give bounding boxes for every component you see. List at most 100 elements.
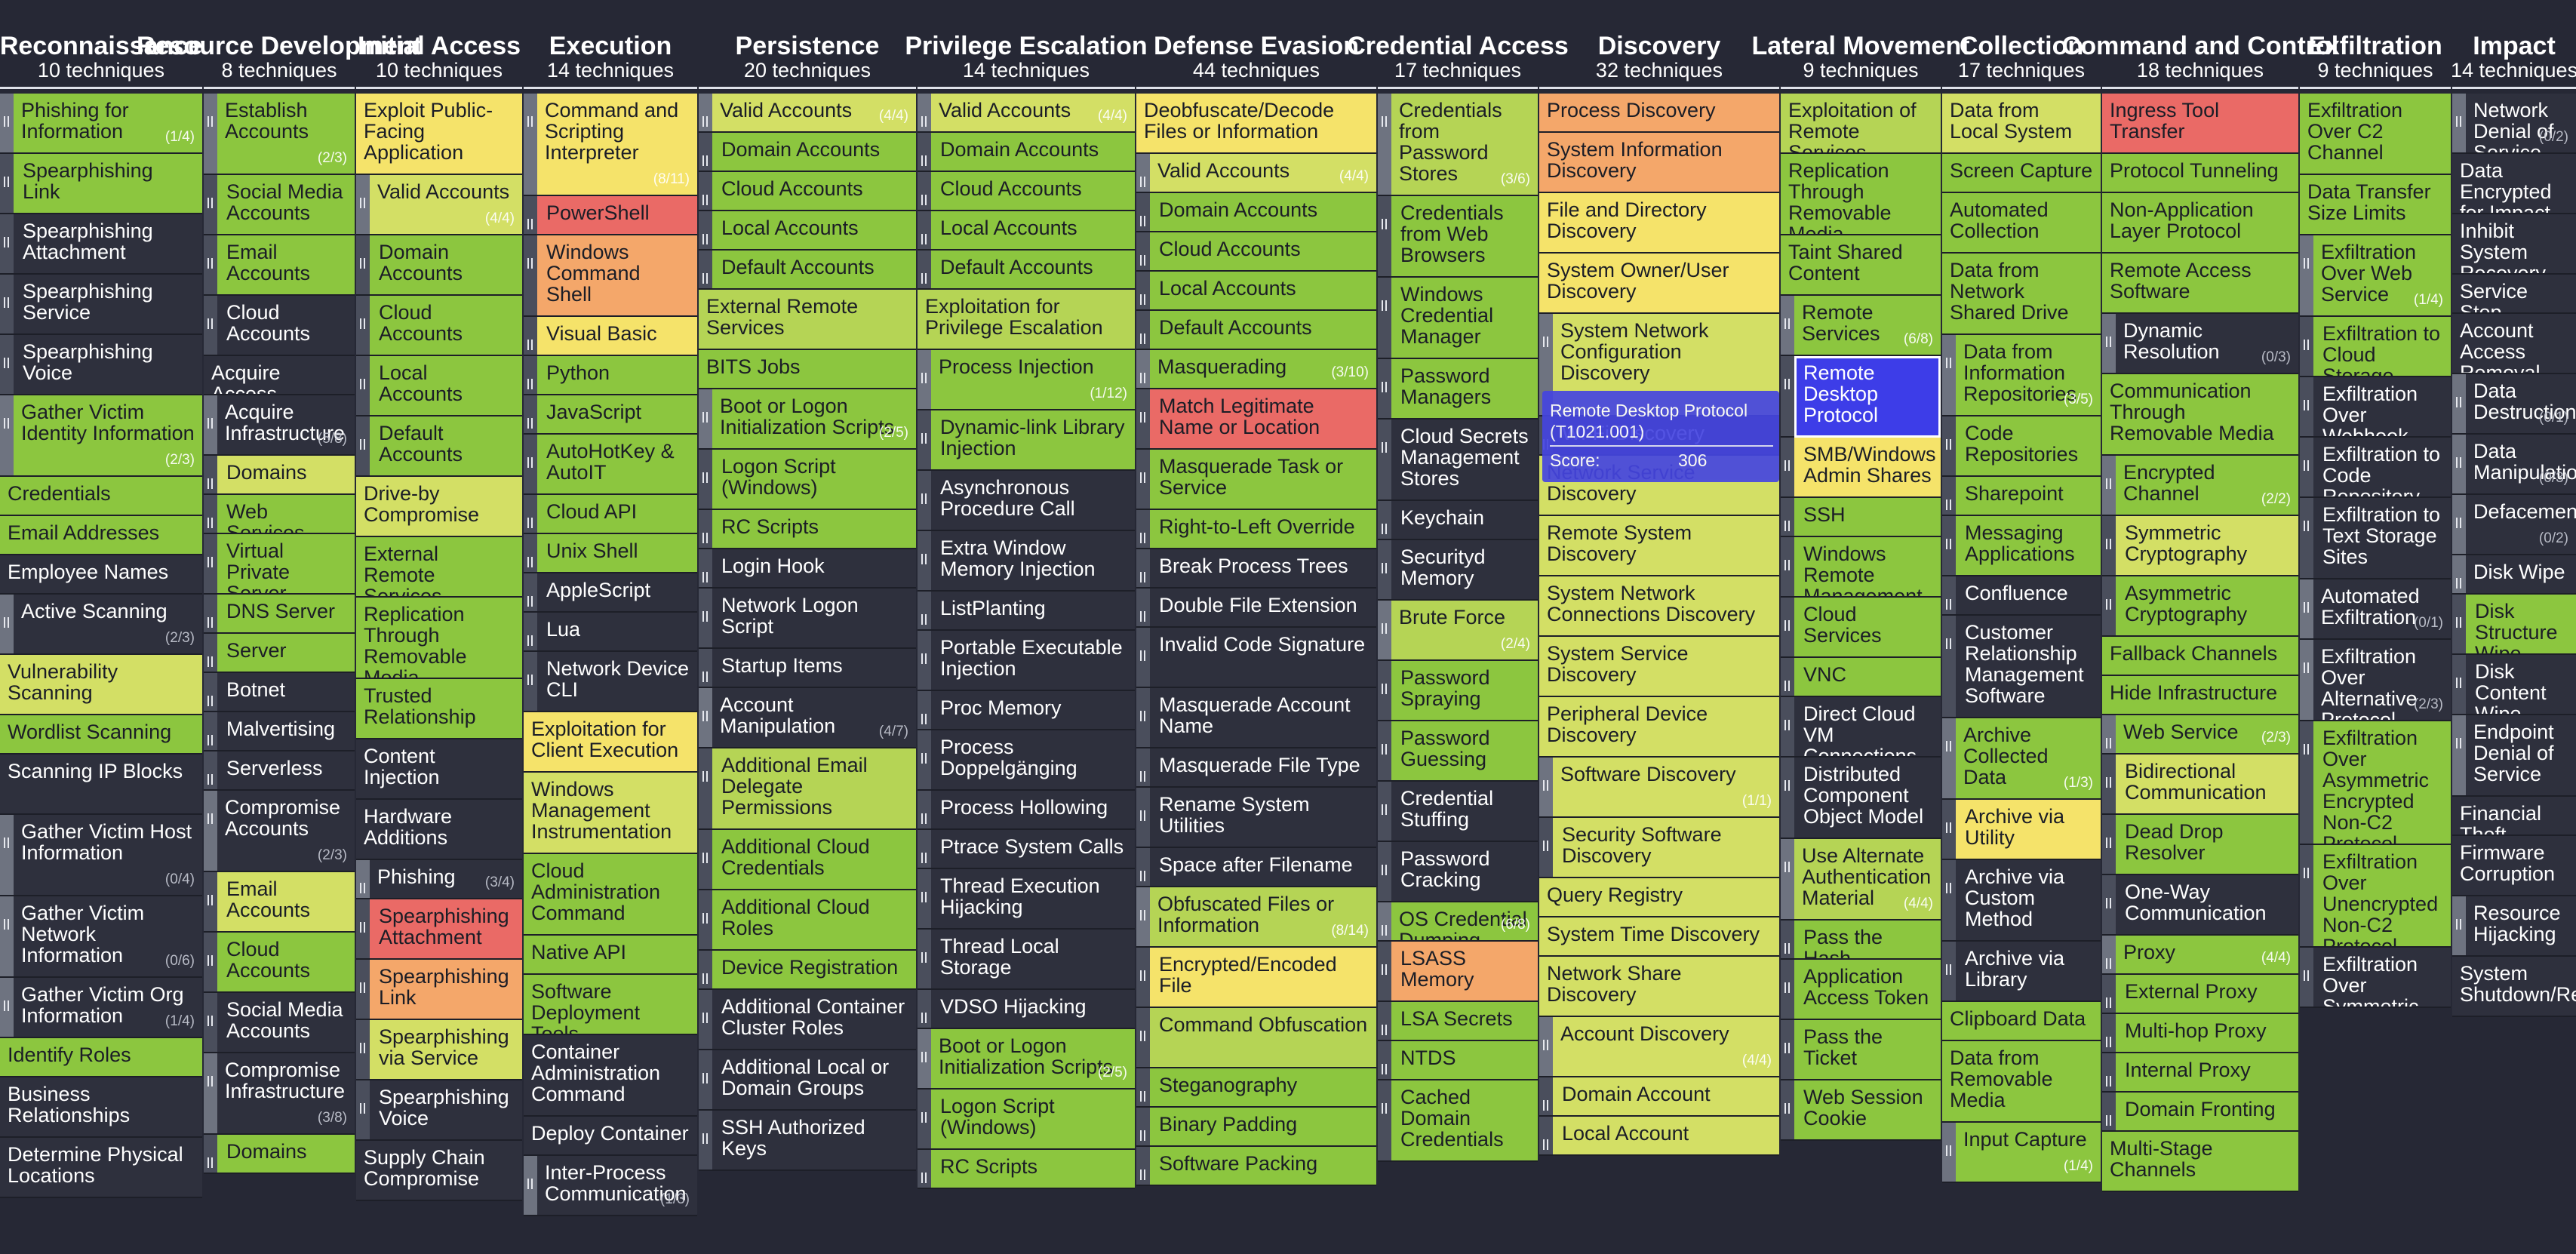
subtechnique-expand-handle[interactable] bbox=[1136, 887, 1150, 948]
technique-cell-drive-by-compromise[interactable]: Drive-by Compromise bbox=[356, 477, 522, 537]
subtechnique-cell-domains[interactable]: Domains bbox=[217, 1135, 355, 1174]
technique-cell-data-from-removable-media[interactable]: Data from Removable Media bbox=[1942, 1041, 2101, 1123]
technique-cell-fallback-channels[interactable]: Fallback Channels bbox=[2102, 637, 2298, 676]
subtechnique-expand-handle[interactable] bbox=[1136, 350, 1150, 389]
technique-cell-defacement[interactable]: Defacement (0/2) bbox=[2466, 495, 2576, 555]
subtechnique-cell-email-accounts[interactable]: Email Accounts bbox=[217, 235, 355, 296]
subtechnique-cell-exfiltration-over-symmetric-encrypted-non-c2-protocol[interactable]: Exfiltration Over Symmetric Encrypted No… bbox=[2313, 948, 2451, 1008]
subtechnique-cell-local-accounts[interactable]: Local Accounts bbox=[1150, 272, 1376, 311]
subtechnique-cell-confluence[interactable]: Confluence bbox=[1956, 576, 2101, 616]
subtechnique-cell-ntds[interactable]: NTDS bbox=[1391, 1041, 1538, 1080]
subtechnique-expand-handle[interactable] bbox=[0, 978, 14, 1038]
subtechnique-cell-pass-the-hash[interactable]: Pass the Hash bbox=[1794, 921, 1941, 960]
subtechnique-expand-handle[interactable] bbox=[699, 389, 712, 450]
subtechnique-cell-ptrace-system-calls[interactable]: Ptrace System Calls bbox=[931, 830, 1135, 869]
subtechnique-cell-cloud-accounts[interactable]: Cloud Accounts bbox=[217, 933, 355, 993]
technique-cell-determine-physical-locations[interactable]: Determine Physical Locations bbox=[0, 1138, 202, 1198]
technique-cell-exploitation-for-client-execution[interactable]: Exploitation for Client Execution bbox=[524, 712, 697, 773]
subtechnique-cell-exfiltration-to-cloud-storage[interactable]: Exfiltration to Cloud Storage bbox=[2313, 317, 2451, 377]
subtechnique-cell-asymmetric-cryptography[interactable]: Asymmetric Cryptography bbox=[2116, 576, 2298, 637]
subtechnique-cell-spearphishing-link[interactable]: Spearphishing Link bbox=[14, 154, 202, 214]
technique-cell-exfiltration-over-c2-channel[interactable]: Exfiltration Over C2 Channel bbox=[2300, 94, 2451, 175]
subtechnique-cell-applescript[interactable]: AppleScript bbox=[537, 573, 697, 613]
subtechnique-cell-ssh[interactable]: SSH bbox=[1794, 498, 1941, 537]
subtechnique-cell-social-media-accounts[interactable]: Social Media Accounts bbox=[217, 175, 355, 235]
subtechnique-cell-cloud-accounts[interactable]: Cloud Accounts bbox=[217, 296, 355, 356]
subtechnique-cell-lua[interactable]: Lua bbox=[537, 613, 697, 652]
subtechnique-expand-handle[interactable] bbox=[1942, 335, 1956, 416]
technique-cell-valid-accounts[interactable]: Valid Accounts (4/4) bbox=[370, 175, 522, 235]
subtechnique-cell-application-access-token[interactable]: Application Access Token bbox=[1794, 960, 1941, 1020]
subtechnique-cell-additional-cloud-roles[interactable]: Additional Cloud Roles bbox=[712, 890, 916, 951]
subtechnique-expand-handle[interactable] bbox=[2452, 715, 2466, 797]
technique-cell-data-manipulation[interactable]: Data Manipulation(0/3) bbox=[2466, 435, 2576, 495]
subtechnique-expand-handle[interactable] bbox=[2102, 936, 2116, 975]
technique-cell-employee-names[interactable]: Employee Names bbox=[0, 555, 202, 595]
technique-cell-taint-shared-content[interactable]: Taint Shared Content bbox=[1781, 235, 1941, 296]
subtechnique-cell-remote-desktop-protocol[interactable]: Remote Desktop Protocol bbox=[1794, 356, 1941, 438]
technique-cell-software-deployment-tools[interactable]: Software Deployment Tools bbox=[524, 975, 697, 1035]
technique-cell-bits-jobs[interactable]: BITS Jobs bbox=[699, 350, 916, 389]
subtechnique-expand-handle[interactable] bbox=[0, 595, 14, 655]
subtechnique-cell-match-legitimate-name-or-location[interactable]: Match Legitimate Name or Location bbox=[1150, 389, 1376, 450]
technique-cell-remote-services[interactable]: Remote Services (6/8) bbox=[1794, 296, 1941, 356]
subtechnique-expand-handle[interactable] bbox=[204, 791, 217, 872]
tactic-header[interactable]: Discovery 32 techniques bbox=[1539, 0, 1779, 89]
tactic-header[interactable]: Resource Development 8 techniques bbox=[137, 0, 422, 89]
subtechnique-cell-social-media-accounts[interactable]: Social Media Accounts bbox=[217, 993, 355, 1053]
subtechnique-cell-masquerade-account-name[interactable]: Masquerade Account Name bbox=[1150, 688, 1376, 748]
subtechnique-expand-handle[interactable] bbox=[918, 350, 931, 410]
technique-cell-account-manipulation[interactable]: Account Manipulation (4/7) bbox=[712, 688, 916, 748]
technique-cell-valid-accounts[interactable]: Valid Accounts (4/4) bbox=[712, 94, 916, 133]
subtechnique-cell-additional-email-delegate-permissions[interactable]: Additional Email Delegate Permissions bbox=[712, 748, 916, 830]
subtechnique-cell-spearphishing-attachment[interactable]: Spearphishing Attachment bbox=[14, 214, 202, 275]
technique-cell-inter-process-communication[interactable]: Inter-Process Communication (1/3) bbox=[537, 1156, 697, 1216]
technique-cell-data-destruction[interactable]: Data Destruction (0/1) bbox=[2466, 374, 2576, 435]
subtechnique-cell-password-managers[interactable]: Password Managers bbox=[1391, 359, 1538, 420]
technique-cell-software-discovery[interactable]: Software Discovery (1/1) bbox=[1553, 758, 1779, 818]
technique-cell-system-owner-user-discovery[interactable]: System Owner/User Discovery bbox=[1539, 254, 1779, 314]
subtechnique-expand-handle[interactable] bbox=[1539, 758, 1553, 818]
technique-cell-automated-collection[interactable]: Automated Collection bbox=[1942, 193, 2101, 254]
subtechnique-expand-handle[interactable] bbox=[0, 94, 14, 154]
subtechnique-cell-password-guessing[interactable]: Password Guessing bbox=[1391, 721, 1538, 782]
subtechnique-expand-handle[interactable] bbox=[699, 94, 712, 133]
technique-cell-scanning-ip-blocks[interactable]: Scanning IP Blocks bbox=[0, 755, 202, 815]
subtechnique-cell-domains[interactable]: Domains bbox=[217, 456, 355, 495]
subtechnique-expand-handle[interactable] bbox=[699, 688, 712, 748]
subtechnique-cell-space-after-filename[interactable]: Space after Filename bbox=[1150, 848, 1376, 887]
technique-cell-native-api[interactable]: Native API bbox=[524, 936, 697, 975]
technique-cell-hide-infrastructure[interactable]: Hide Infrastructure bbox=[2102, 676, 2298, 715]
subtechnique-expand-handle[interactable] bbox=[2300, 235, 2313, 317]
technique-cell-valid-accounts[interactable]: Valid Accounts (4/4) bbox=[1150, 154, 1376, 193]
technique-cell-boot-or-logon-initialization-scripts[interactable]: Boot or Logon Initialization Scripts (2/5… bbox=[931, 1029, 1135, 1090]
subtechnique-cell-virtual-private-server[interactable]: Virtual Private Server bbox=[217, 534, 355, 595]
technique-cell-query-registry[interactable]: Query Registry bbox=[1539, 878, 1779, 917]
subtechnique-cell-password-cracking[interactable]: Password Cracking bbox=[1391, 842, 1538, 902]
technique-cell-establish-accounts[interactable]: Establish Accounts (2/3) bbox=[217, 94, 355, 175]
technique-cell-exfiltration-over-web-service[interactable]: Exfiltration Over Web Service (1/4) bbox=[2313, 235, 2451, 317]
technique-cell-firmware-corruption[interactable]: Firmware Corruption bbox=[2452, 836, 2576, 896]
technique-cell-deobfuscate-decode-files-or-information[interactable]: Deobfuscate/Decode Files or Information bbox=[1136, 94, 1376, 154]
technique-cell-external-remote-services[interactable]: External Remote Services bbox=[356, 537, 522, 598]
subtechnique-expand-handle[interactable] bbox=[0, 395, 14, 477]
subtechnique-cell-logon-script-windows[interactable]: Logon Script (Windows) bbox=[931, 1090, 1135, 1150]
subtechnique-expand-handle[interactable] bbox=[2452, 374, 2466, 435]
technique-cell-remote-access-software[interactable]: Remote Access Software bbox=[2102, 254, 2298, 314]
tactic-header[interactable]: Initial Access 10 techniques bbox=[356, 0, 522, 89]
subtechnique-expand-handle[interactable] bbox=[204, 94, 217, 175]
technique-cell-phishing[interactable]: Phishing (3/4) bbox=[370, 860, 522, 899]
subtechnique-cell-steganography[interactable]: Steganography bbox=[1150, 1068, 1376, 1108]
tactic-header[interactable]: Collection 17 techniques bbox=[1942, 0, 2101, 89]
technique-cell-acquire-access[interactable]: Acquire Access bbox=[204, 356, 355, 395]
tactic-header[interactable]: Lateral Movement 9 techniques bbox=[1751, 0, 1970, 89]
subtechnique-expand-handle[interactable] bbox=[2452, 94, 2466, 154]
subtechnique-cell-cloud-accounts[interactable]: Cloud Accounts bbox=[370, 296, 522, 356]
technique-cell-system-information-discovery[interactable]: System Information Discovery bbox=[1539, 133, 1779, 193]
subtechnique-cell-right-to-left-override[interactable]: Right-to-Left Override bbox=[1150, 510, 1376, 549]
subtechnique-expand-handle[interactable] bbox=[2300, 640, 2313, 721]
subtechnique-cell-cloud-services[interactable]: Cloud Services bbox=[1794, 598, 1941, 658]
subtechnique-cell-web-session-cookie[interactable]: Web Session Cookie bbox=[1794, 1080, 1941, 1141]
technique-cell-trusted-relationship[interactable]: Trusted Relationship bbox=[356, 679, 522, 739]
subtechnique-expand-handle[interactable] bbox=[918, 1029, 931, 1090]
